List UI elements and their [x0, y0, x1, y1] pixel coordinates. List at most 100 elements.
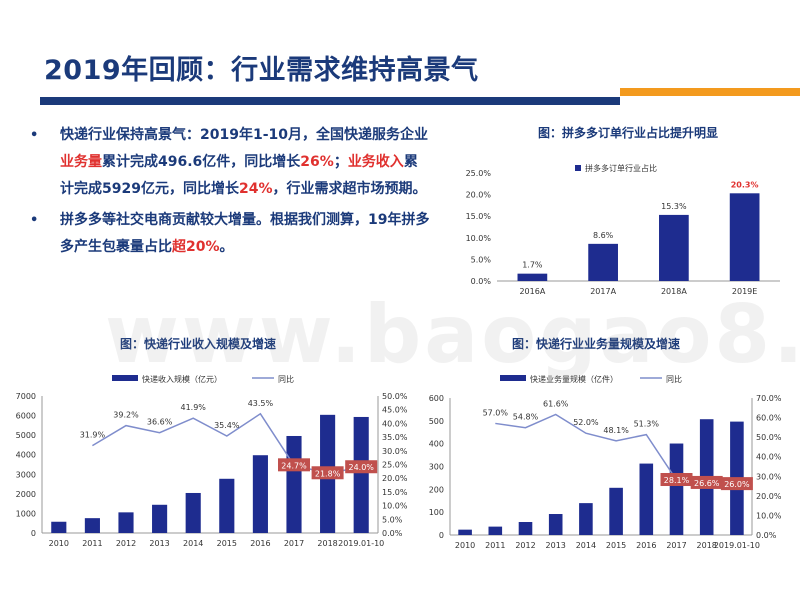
bar	[517, 273, 548, 281]
accent-bar	[620, 88, 800, 96]
bar	[458, 529, 472, 535]
y-tick-label: 20.0%	[466, 191, 492, 200]
left-tick-label: 1000	[16, 509, 36, 518]
line-data-label: 31.9%	[80, 431, 106, 440]
bullet-item-express-demand: • 快递行业保持高景气：2019年1-10月，全国快递服务企业业务量累计完成49…	[30, 122, 430, 203]
left-tick-label: 300	[429, 463, 444, 472]
page-title: 2019年回顾：行业需求维持高景气	[44, 55, 479, 86]
line-data-label: 41.9%	[180, 403, 206, 412]
legend-label-bar: 快递收入规模（亿元）	[142, 374, 222, 384]
legend-label-line: 同比	[278, 374, 294, 384]
y-tick-label: 0.0%	[471, 277, 492, 286]
left-tick-label: 400	[429, 440, 444, 449]
chart-title-express-revenue: 图：快递行业收入规模及增速	[120, 337, 277, 351]
x-tick-label: 2015	[217, 539, 237, 548]
line-data-label: 52.0%	[573, 418, 599, 427]
data-label-box	[311, 466, 344, 480]
line-data-label: 24.0%	[348, 463, 374, 472]
right-tick-label: 30.0%	[382, 447, 408, 456]
bar	[219, 478, 235, 533]
y-tick-label: 10.0%	[466, 234, 492, 243]
y-tick-label: 15.0%	[466, 212, 492, 221]
legend-swatch	[575, 165, 581, 171]
bar	[579, 503, 593, 535]
bar	[252, 455, 268, 533]
x-tick-label: 2016A	[519, 287, 545, 296]
left-tick-label: 5000	[16, 431, 36, 440]
bar	[51, 521, 67, 533]
x-tick-label: 2018	[697, 541, 717, 550]
chart-title-express-volume: 图：快递行业业务量规模及增速	[512, 337, 681, 351]
line-data-label: 35.4%	[214, 421, 240, 430]
data-label: 1.7%	[522, 261, 543, 270]
left-tick-label: 2000	[16, 490, 36, 499]
x-tick-label: 2015	[606, 541, 626, 550]
chart-express-revenue: 0 1000 2000 3000 4000 5000 6000 7000 0.0% 5.0% 10.…	[16, 374, 408, 548]
data-label: 8.6%	[593, 231, 614, 240]
line-data-label: 26.0%	[724, 480, 750, 489]
left-tick-label: 3000	[16, 470, 36, 479]
bar	[548, 514, 563, 535]
bullet-part: 。	[219, 239, 234, 255]
bullet-part: 累计完成496.6亿件，同比增长	[102, 154, 301, 170]
bullet-highlight: 业务收入	[347, 154, 404, 170]
right-tick-label: 25.0%	[382, 461, 408, 470]
legend-swatch-bar	[112, 375, 138, 381]
bullet-marker: •	[30, 128, 39, 143]
right-tick-label: 10.0%	[382, 502, 408, 511]
bullet-part: ，行业需求超市场预期。	[272, 181, 427, 197]
bullet-item-pinduoduo: • 拼多多等社交电商贡献较大增量。根据我们测算，19年拼多多产生包裹量占比超20…	[30, 207, 430, 261]
chart-express-volume: 0 100 200 300 400 500 600 0.0% 10.0% 20.0% 30.0% 40…	[429, 374, 782, 550]
legend-label: 拼多多订单行业占比	[585, 163, 657, 173]
left-tick-label: 600	[429, 394, 444, 403]
bar	[152, 504, 168, 533]
bullet-list: • 快递行业保持高景气：2019年1-10月，全国快递服务企业业务量累计完成49…	[30, 122, 430, 265]
line-data-label: 39.2%	[113, 411, 139, 420]
bar	[84, 518, 100, 533]
y-tick-label: 5.0%	[471, 255, 492, 264]
x-tick-label: 2019.01-10	[714, 541, 760, 550]
x-tick-label: 2012	[515, 541, 535, 550]
bullet-text: 快递行业保持高景气：2019年1-10月，全国快递服务企业业务量累计完成496.…	[60, 127, 428, 197]
bullet-highlight: 24%	[238, 181, 273, 197]
chart-title-pdd-share: 图：拼多多订单行业占比提升明显	[538, 126, 719, 140]
x-tick-label: 2010	[49, 539, 69, 548]
right-tick-label: 0.0%	[756, 531, 777, 540]
right-tick-label: 10.0%	[756, 511, 782, 520]
data-label-box	[345, 460, 378, 474]
right-tick-label: 35.0%	[382, 433, 408, 442]
bar	[729, 193, 760, 281]
x-tick-label: 2014	[183, 539, 203, 548]
right-tick-label: 0.0%	[382, 529, 403, 538]
x-tick-label: 2013	[149, 539, 169, 548]
title-underline	[40, 97, 620, 105]
line-data-label: 43.5%	[248, 399, 274, 408]
bullet-marker: •	[30, 213, 39, 228]
bullet-highlight: 业务量	[60, 154, 102, 170]
x-tick-label: 2018	[317, 539, 337, 548]
line-data-label: 28.1%	[664, 476, 690, 485]
bullet-highlight: 26%	[300, 154, 334, 170]
line-data-label: 51.3%	[634, 420, 660, 429]
x-tick-label: 2011	[485, 541, 505, 550]
legend-swatch-bar	[500, 375, 526, 381]
right-tick-label: 70.0%	[756, 394, 782, 403]
watermark: www.baogao8.com	[105, 288, 800, 381]
bar	[118, 512, 134, 533]
x-tick-label: 2017	[284, 539, 304, 548]
left-tick-label: 200	[429, 485, 444, 494]
line-data-label: 21.8%	[315, 469, 341, 478]
left-tick-label: 0	[31, 529, 36, 538]
right-tick-label: 20.0%	[382, 474, 408, 483]
x-tick-label: 2019E	[732, 287, 757, 296]
legend-label-bar: 快递业务量规模（亿件）	[530, 374, 618, 384]
legend-label-line: 同比	[666, 374, 682, 384]
left-tick-label: 4000	[16, 451, 36, 460]
data-label-box	[720, 477, 753, 491]
x-tick-label: 2013	[546, 541, 566, 550]
chart-pdd-share: 0.0% 5.0% 10.0% 15.0% 20.0% 25.0% 1.7% 2016A 8.6…	[466, 163, 780, 296]
bar	[609, 487, 623, 535]
right-tick-label: 50.0%	[756, 433, 782, 442]
line-data-label: 36.6%	[147, 418, 173, 427]
right-tick-label: 45.0%	[382, 406, 408, 415]
